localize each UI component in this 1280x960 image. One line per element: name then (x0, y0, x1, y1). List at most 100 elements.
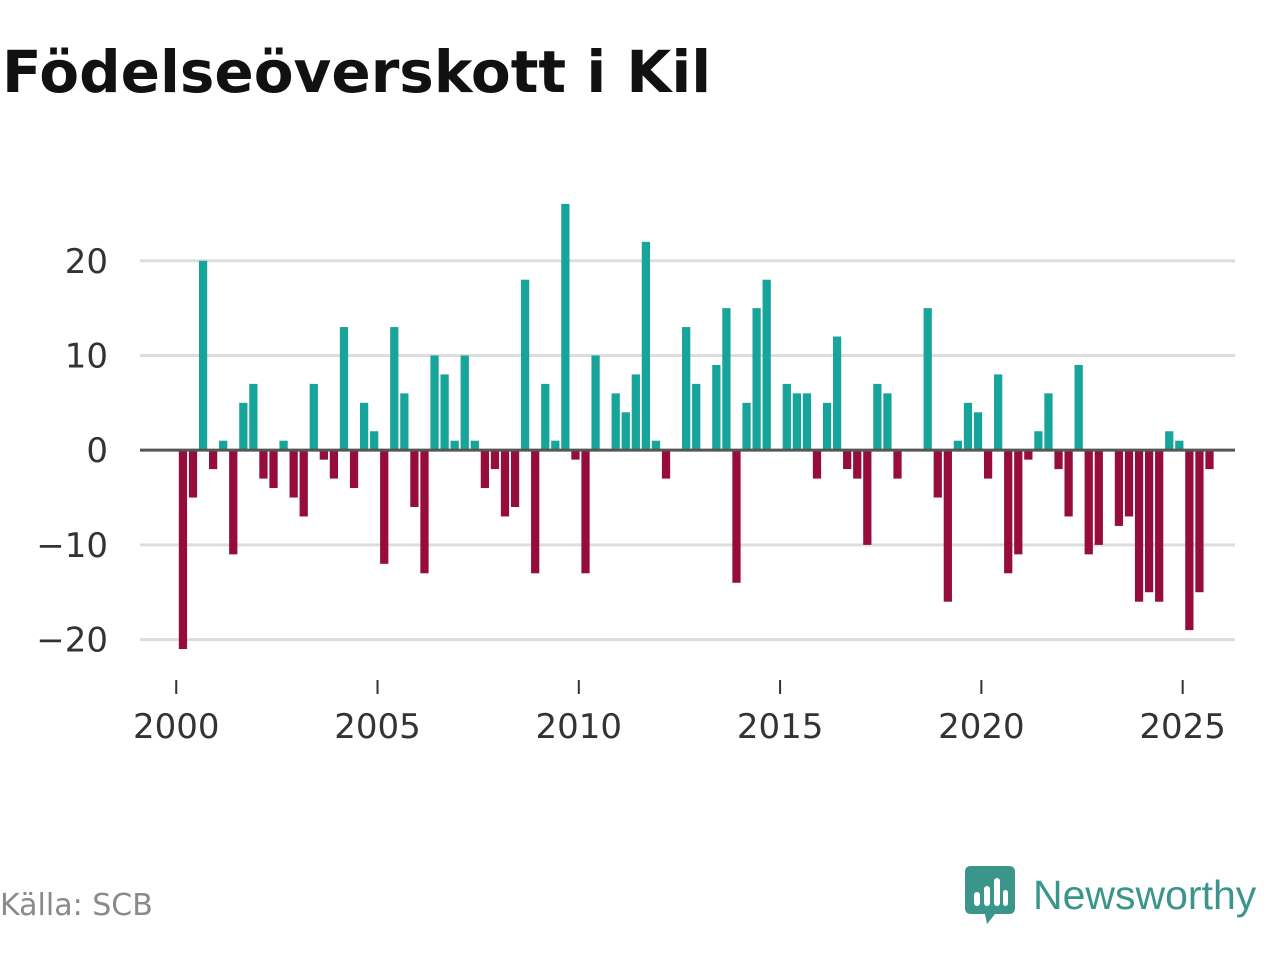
y-tick-label: −20 (36, 621, 108, 661)
bar-positive (249, 383, 258, 451)
bar-positive (450, 440, 459, 451)
bar-negative (188, 450, 198, 498)
bar-negative (329, 450, 339, 479)
y-tick-labels: −20 −10 0 10 20 (36, 242, 108, 661)
bar-positive (963, 402, 973, 451)
bar-positive (994, 374, 1003, 451)
bar-negative (1054, 450, 1063, 470)
bar-positive (641, 241, 651, 451)
bar-positive (470, 440, 479, 451)
bar-negative (843, 450, 852, 470)
bar-negative (661, 450, 671, 479)
bar-negative (490, 450, 500, 470)
y-tick-label: −10 (36, 526, 108, 566)
bar-positive (832, 336, 842, 451)
bar-negative (732, 450, 741, 583)
bar-positive (973, 412, 983, 451)
bar-positive (219, 440, 228, 451)
bar-positive (591, 355, 600, 451)
bar-positive (923, 308, 932, 451)
bar-negative (1024, 450, 1033, 460)
bar-negative (812, 450, 822, 479)
bar-negative (209, 450, 218, 470)
bar-negative (480, 450, 489, 489)
bar-positive (802, 393, 812, 451)
bar-positive (400, 393, 409, 451)
x-ticks (175, 680, 1184, 694)
bar-negative (1064, 450, 1073, 517)
bar-positive (712, 364, 721, 451)
bar-positive (460, 355, 469, 451)
bar-positive (1165, 431, 1174, 451)
bar-negative (410, 450, 419, 507)
bar-negative (1144, 450, 1154, 593)
bar-negative (983, 450, 993, 479)
chart-area: −20 −10 0 10 20 2000 2005 2010 2015 2020 2025 (36, 203, 1235, 747)
x-tick-label: 2005 (334, 707, 421, 747)
bar-negative (259, 450, 268, 479)
bar-negative (933, 450, 942, 498)
x-tick-labels: 2000 2005 2010 2015 2020 2025 (133, 707, 1226, 747)
x-tick-label: 2025 (1139, 707, 1226, 747)
bar-positive (762, 279, 771, 451)
bar-negative (1004, 450, 1013, 574)
bar-positive (239, 402, 248, 451)
bar-positive (339, 327, 349, 451)
bar-positive (953, 440, 963, 451)
bar-negative (500, 450, 510, 517)
bar-positive (359, 402, 369, 451)
brand-logo[interactable]: Newsworthy (965, 866, 1256, 924)
bar-positive (541, 383, 550, 451)
bar-positive (651, 440, 661, 451)
bar-positive (1175, 440, 1184, 451)
bar-positive (742, 402, 751, 451)
bar-negative (943, 450, 952, 602)
bar-positive (873, 383, 882, 451)
bar-negative (581, 450, 590, 574)
x-tick-label: 2015 (737, 707, 824, 747)
bar-negative (1155, 450, 1164, 602)
bar-negative (893, 450, 902, 479)
bar-negative (853, 450, 862, 479)
source-note: Källa: SCB (0, 888, 153, 923)
bar-negative (380, 450, 389, 564)
bar-positive (279, 440, 288, 451)
bar-positive (1034, 431, 1043, 451)
bar-negative (1084, 450, 1093, 555)
bar-negative (349, 450, 359, 489)
bar-positive (883, 393, 892, 451)
bar-positive (551, 440, 560, 451)
x-tick-label: 2020 (938, 707, 1025, 747)
bar-negative (1134, 450, 1144, 602)
bar-positive (521, 279, 530, 451)
bar-negative (1114, 450, 1124, 526)
bar-negative (420, 450, 429, 574)
bar-negative (1185, 450, 1194, 631)
y-tick-label: 0 (86, 431, 108, 471)
bar-negative (299, 450, 308, 517)
bar-positive (611, 393, 620, 451)
bar-positive (631, 374, 640, 451)
bars (178, 203, 1214, 650)
bar-negative (1205, 450, 1214, 470)
bar-negative (229, 450, 238, 555)
newsworthy-chart-bubble-icon (965, 866, 1015, 924)
bar-positive (752, 308, 761, 451)
bar-negative (178, 450, 188, 650)
bar-negative (1014, 450, 1023, 555)
y-tick-label: 20 (65, 242, 108, 282)
bar-positive (792, 393, 801, 451)
bar-positive (440, 374, 449, 451)
bar-positive (782, 383, 791, 451)
bar-positive (682, 327, 691, 451)
bar-positive (370, 431, 379, 451)
brand-name: Newsworthy (1033, 871, 1257, 918)
bar-negative (269, 450, 278, 489)
bar-positive (1044, 393, 1053, 451)
bar-negative (510, 450, 520, 507)
bar-positive (722, 308, 731, 451)
bar-negative (571, 450, 580, 460)
bar-positive (1074, 364, 1083, 451)
bar-negative (863, 450, 872, 545)
bar-negative (1195, 450, 1204, 593)
